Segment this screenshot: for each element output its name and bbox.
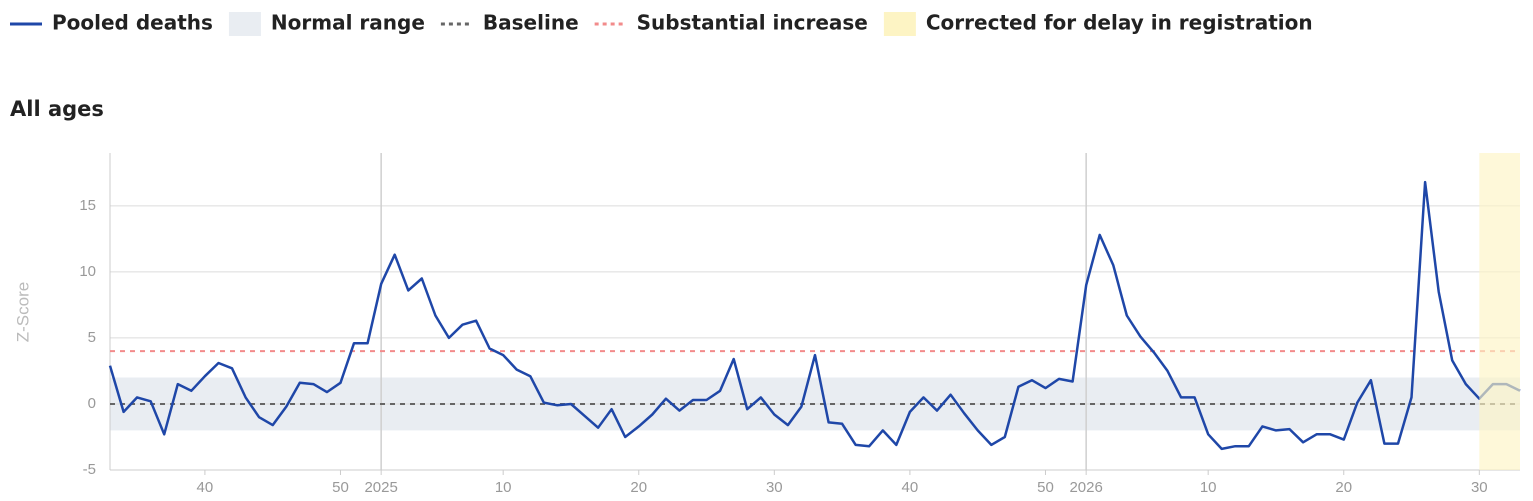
legend-swatch — [883, 12, 916, 36]
x-tick-label: 30 — [1471, 479, 1488, 496]
legend-swatch — [228, 12, 261, 36]
legend-label: Baseline — [483, 11, 579, 35]
subtitle: All ages — [10, 97, 104, 121]
x-tick-label: 10 — [1200, 479, 1217, 496]
y-tick-label: 15 — [79, 197, 96, 214]
x-tick-label: 20 — [630, 479, 647, 496]
legend-label: Corrected for delay in registration — [926, 11, 1313, 35]
y-tick-label: 0 — [88, 395, 96, 412]
x-tick-label: 20 — [1335, 479, 1352, 496]
x-tick-label: 30 — [766, 479, 783, 496]
x-tick-label: 10 — [495, 479, 512, 496]
y-tick-label: 10 — [79, 263, 96, 280]
y-tick-label: 5 — [88, 329, 96, 346]
corrected-region — [1479, 153, 1520, 470]
y-axis-label: Z-Score — [13, 282, 32, 342]
x-tick-label: 50 — [1037, 479, 1054, 496]
x-tick-label: 40 — [902, 479, 919, 496]
legend-label: Normal range — [271, 11, 425, 35]
x-tick-label: 50 — [332, 479, 349, 496]
x-tick-label: 2025 — [364, 479, 397, 496]
y-tick-label: -5 — [83, 461, 96, 478]
data-line — [108, 180, 1521, 451]
x-tick-label: 40 — [197, 479, 214, 496]
x-tick-label: 2026 — [1069, 479, 1102, 496]
legend-label: Pooled deaths — [52, 11, 213, 35]
legend-label: Substantial increase — [637, 11, 868, 35]
